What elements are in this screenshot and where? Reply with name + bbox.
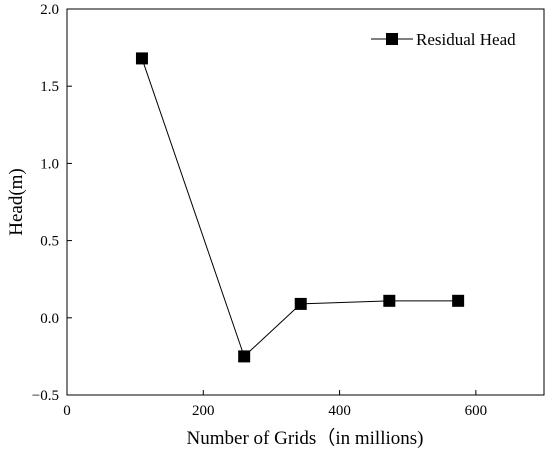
series-layer (135, 52, 465, 363)
legend-marker-square (386, 33, 398, 45)
series-line (141, 58, 459, 358)
y-axis-ticks: −0.5 0.0 0.5 1.0 1.5 2.0 (32, 2, 72, 404)
y-tick-label: 2.0 (40, 2, 59, 18)
y-tick-label: 0.5 (40, 234, 59, 250)
plot-area-frame (66, 8, 545, 396)
y-tick-label: 1.0 (40, 156, 59, 172)
y-tick-label: −0.5 (32, 388, 59, 404)
x-tick-label: 200 (192, 403, 215, 419)
x-tick-label: 400 (328, 403, 351, 419)
data-point-marker (294, 297, 307, 310)
data-point-marker (452, 294, 465, 307)
data-point-marker (238, 350, 251, 363)
x-tick-label: 600 (465, 403, 488, 419)
legend-label: Residual Head (416, 30, 516, 49)
data-point-marker (135, 52, 148, 65)
x-axis-ticks: 0 200 400 600 (63, 390, 487, 419)
y-tick-label: 0.0 (40, 311, 59, 327)
y-axis-title: Head(m) (6, 168, 27, 236)
legend: Residual Head (371, 30, 516, 49)
x-axis-title: Number of Grids（in millions) (187, 427, 424, 449)
data-point-marker (383, 294, 396, 307)
y-tick-label: 1.5 (40, 79, 59, 95)
x-tick-label: 0 (63, 403, 71, 419)
